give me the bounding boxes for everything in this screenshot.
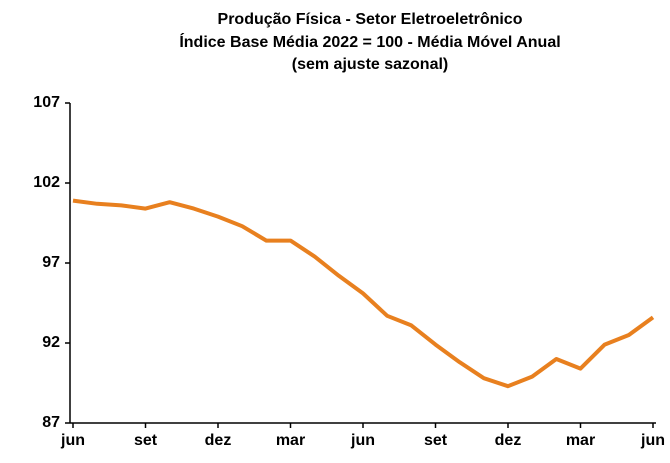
x-tick-label: mar [276,432,305,449]
y-tick-label: 87 [42,414,60,431]
x-tick-label: jun [350,432,375,449]
data-line [72,198,655,389]
x-tick-label: set [424,432,448,449]
y-tick-label: 102 [33,174,60,191]
chart-subtitle: Índice Base Média 2022 = 100 - Média Móv… [179,32,560,51]
y-tick-label: 107 [33,94,60,111]
chart-title: Produção Física - Setor Eletroeletrônico [218,11,523,28]
y-tick-label: 97 [42,254,60,271]
x-tick-label: mar [566,432,595,449]
x-tick-label: dez [205,432,232,449]
x-tick-label: dez [495,432,522,449]
y-tick-label: 92 [42,334,60,351]
x-tick-label: jun [640,432,665,449]
chart-subtitle: (sem ajuste sazonal) [292,56,449,73]
x-tick-label: jun [60,432,85,449]
x-tick-label: set [134,432,158,449]
